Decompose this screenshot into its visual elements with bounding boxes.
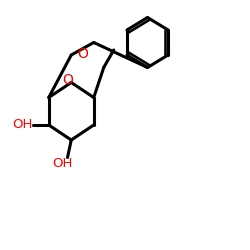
Text: OH: OH [52, 157, 73, 170]
Text: O: O [77, 47, 88, 61]
Text: O: O [62, 73, 73, 87]
Text: OH: OH [12, 118, 33, 132]
